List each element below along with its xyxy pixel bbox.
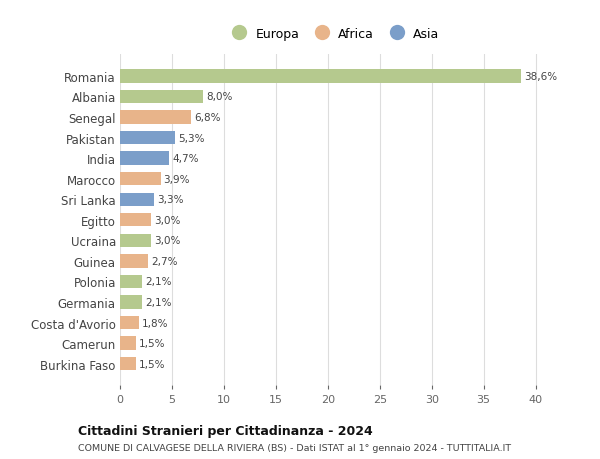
Text: 1,5%: 1,5%	[139, 359, 165, 369]
Bar	[120, 173, 161, 186]
Text: 38,6%: 38,6%	[524, 72, 557, 82]
Text: 8,0%: 8,0%	[206, 92, 233, 102]
Text: 3,3%: 3,3%	[157, 195, 184, 205]
Text: 2,1%: 2,1%	[145, 297, 172, 308]
Bar	[120, 90, 203, 104]
Text: 2,1%: 2,1%	[145, 277, 172, 287]
Text: Cittadini Stranieri per Cittadinanza - 2024: Cittadini Stranieri per Cittadinanza - 2…	[78, 425, 373, 437]
Bar	[120, 193, 154, 207]
Text: 3,0%: 3,0%	[154, 215, 181, 225]
Bar	[120, 152, 169, 165]
Bar	[120, 275, 142, 289]
Bar	[120, 357, 136, 370]
Bar	[120, 70, 521, 84]
Bar	[120, 316, 139, 330]
Text: 1,5%: 1,5%	[139, 338, 165, 348]
Text: 6,8%: 6,8%	[194, 113, 220, 123]
Bar	[120, 296, 142, 309]
Bar	[120, 213, 151, 227]
Text: 3,9%: 3,9%	[164, 174, 190, 185]
Text: COMUNE DI CALVAGESE DELLA RIVIERA (BS) - Dati ISTAT al 1° gennaio 2024 - TUTTITA: COMUNE DI CALVAGESE DELLA RIVIERA (BS) -…	[78, 443, 511, 452]
Bar	[120, 234, 151, 247]
Text: 3,0%: 3,0%	[154, 236, 181, 246]
Bar	[120, 255, 148, 268]
Bar	[120, 337, 136, 350]
Text: 4,7%: 4,7%	[172, 154, 199, 164]
Text: 5,3%: 5,3%	[178, 133, 205, 143]
Text: 1,8%: 1,8%	[142, 318, 169, 328]
Text: 2,7%: 2,7%	[151, 256, 178, 266]
Legend: Europa, Africa, Asia: Europa, Africa, Asia	[224, 25, 442, 43]
Bar	[120, 111, 191, 124]
Bar	[120, 132, 175, 145]
